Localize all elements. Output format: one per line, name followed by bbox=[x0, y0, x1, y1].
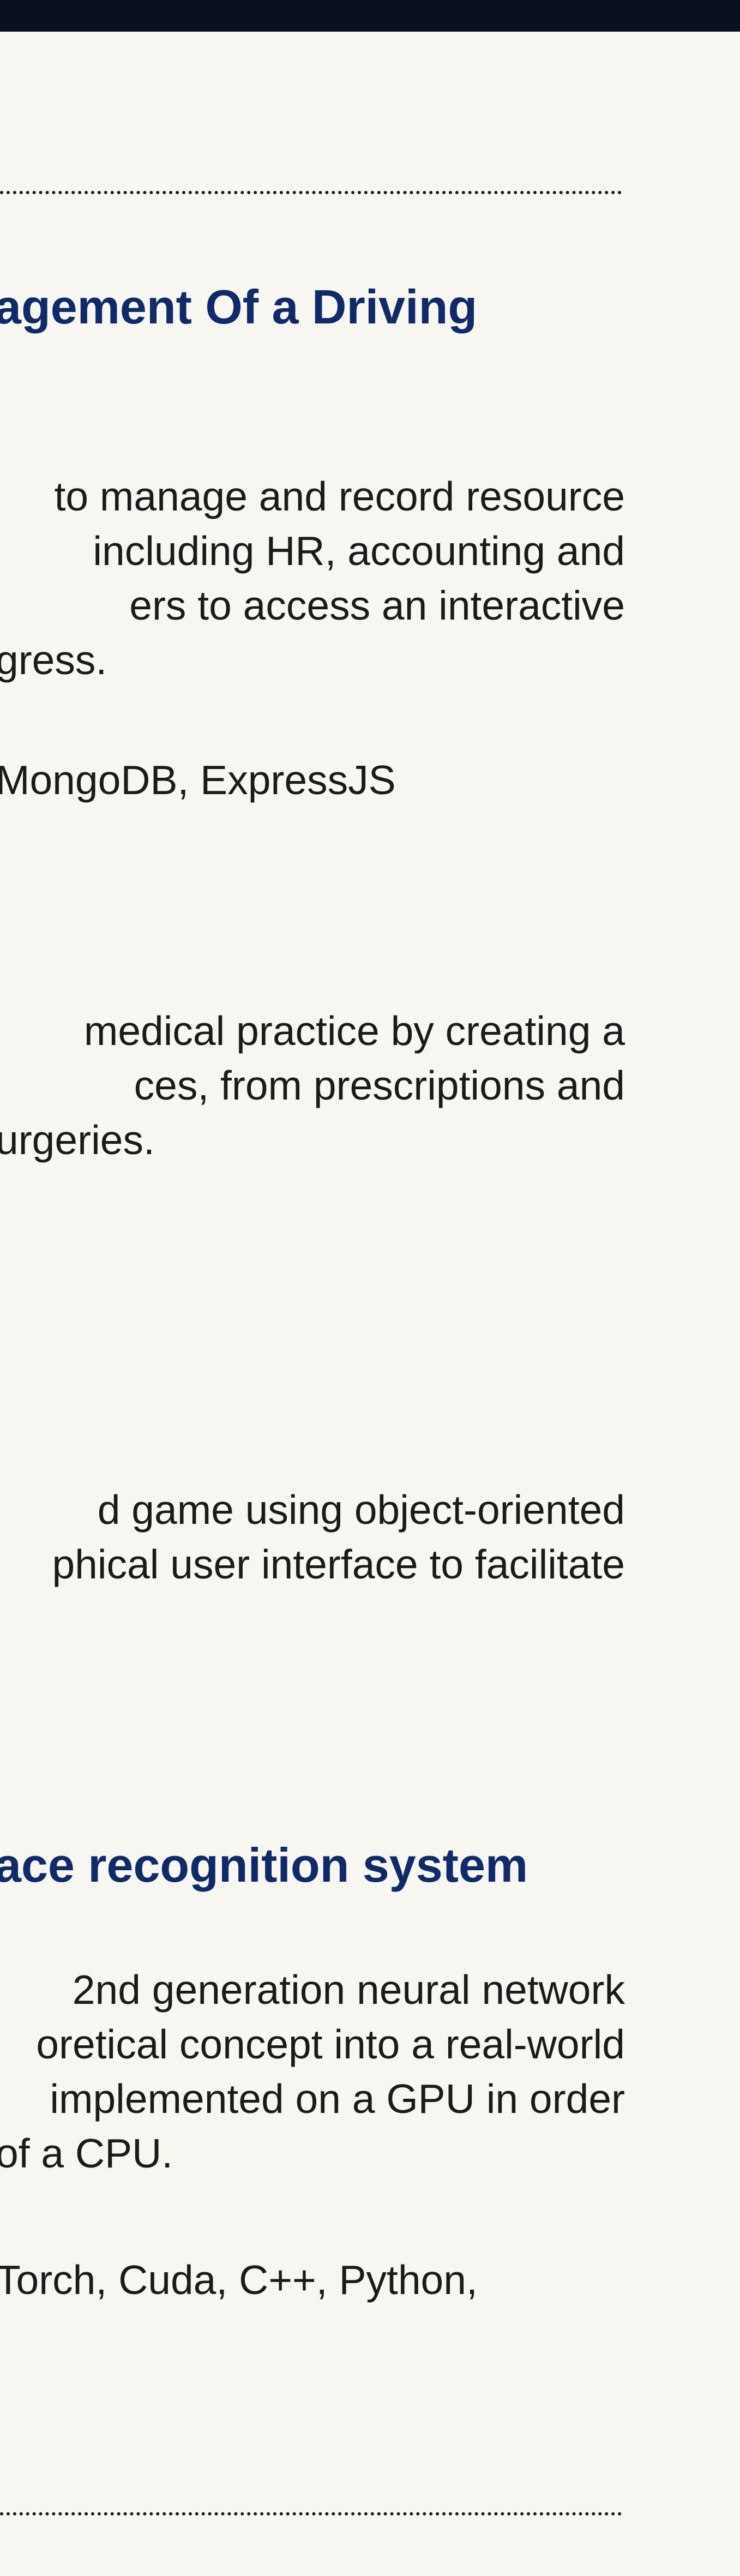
project-1-title: agement Of a Driving bbox=[0, 280, 478, 334]
project-1-desc-line-3: ers to access an interactive bbox=[129, 583, 625, 628]
project-1-desc-line-4: gress. bbox=[0, 637, 107, 683]
project-4-desc-line-1: 2nd generation neural network bbox=[72, 1967, 625, 2013]
project-2-desc-line-2: ces, from prescriptions and bbox=[134, 1062, 625, 1108]
top-bar bbox=[0, 0, 740, 32]
project-3-desc-line-1: d game using object-oriented bbox=[97, 1487, 625, 1533]
project-1-desc-line-2: including HR, accounting and bbox=[93, 528, 625, 574]
section-divider-top bbox=[0, 191, 622, 194]
project-2-desc-line-3: urgeries. bbox=[0, 1117, 155, 1163]
project-4-tech-stack: Torch, Cuda, C++, Python, bbox=[0, 2257, 478, 2303]
project-4-desc-line-3: implemented on a GPU in order bbox=[50, 2076, 625, 2122]
project-1-desc-line-1: to manage and record resource bbox=[54, 473, 625, 519]
project-3-desc-line-2: phical user interface to facilitate bbox=[52, 1541, 625, 1587]
project-2-desc-line-1: medical practice by creating a bbox=[83, 1008, 625, 1054]
project-1-tech-stack: MongoDB, ExpressJS bbox=[0, 757, 396, 803]
project-4-desc-line-4: of a CPU. bbox=[0, 2130, 173, 2176]
project-4-title: ace recognition system bbox=[0, 1838, 528, 1892]
section-divider-bottom bbox=[0, 2512, 622, 2515]
project-4-desc-line-2: oretical concept into a real-world bbox=[36, 2021, 625, 2067]
